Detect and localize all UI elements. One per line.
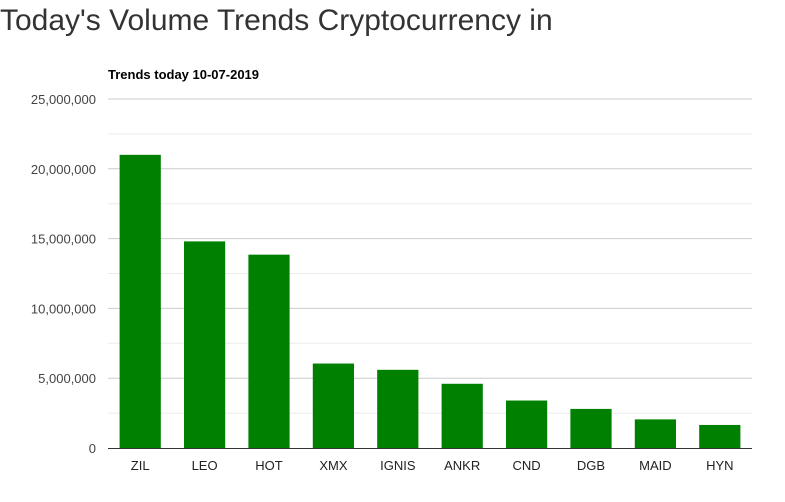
x-category-label: IGNIS [380, 458, 416, 473]
bar-ankr[interactable] [441, 383, 483, 448]
x-axis-category-labels: ZIL LEO HOT XMX IGNIS ANKR CND DGB MAID HYN [131, 458, 734, 473]
y-axis-tick-labels: 0 5,000,000 10,000,000 15,000,000 20,000,000… [31, 92, 96, 456]
x-category-label: ANKR [444, 458, 480, 473]
y-tick-label: 10,000,000 [31, 301, 96, 316]
x-category-label: DGB [577, 458, 605, 473]
y-tick-label: 20,000,000 [31, 162, 96, 177]
x-category-label: XMX [319, 458, 348, 473]
x-category-label: ZIL [131, 458, 150, 473]
x-category-label: LEO [192, 458, 218, 473]
chart-title: Trends today 10-07-2019 [108, 67, 259, 82]
y-tick-label: 0 [89, 441, 96, 456]
bar-hot[interactable] [248, 254, 290, 448]
x-category-label: MAID [639, 458, 672, 473]
bar-zil[interactable] [119, 154, 161, 448]
bar-ignis[interactable] [377, 369, 419, 448]
bar-dgb[interactable] [570, 408, 612, 448]
bar-leo[interactable] [183, 241, 226, 448]
bar-xmx[interactable] [312, 363, 355, 448]
bar-maid[interactable] [634, 419, 677, 448]
page-title: Today's Volume Trends Cryptocurrency in [0, 4, 553, 37]
x-category-label: CND [513, 458, 541, 473]
bar-hyn[interactable] [699, 424, 741, 448]
x-category-label: HOT [255, 458, 283, 473]
y-tick-label: 5,000,000 [38, 371, 96, 386]
x-category-label: HYN [706, 458, 733, 473]
y-tick-label: 15,000,000 [31, 232, 96, 247]
y-tick-label: 25,000,000 [31, 92, 96, 107]
bar-cnd[interactable] [505, 400, 548, 448]
bars [119, 154, 741, 448]
